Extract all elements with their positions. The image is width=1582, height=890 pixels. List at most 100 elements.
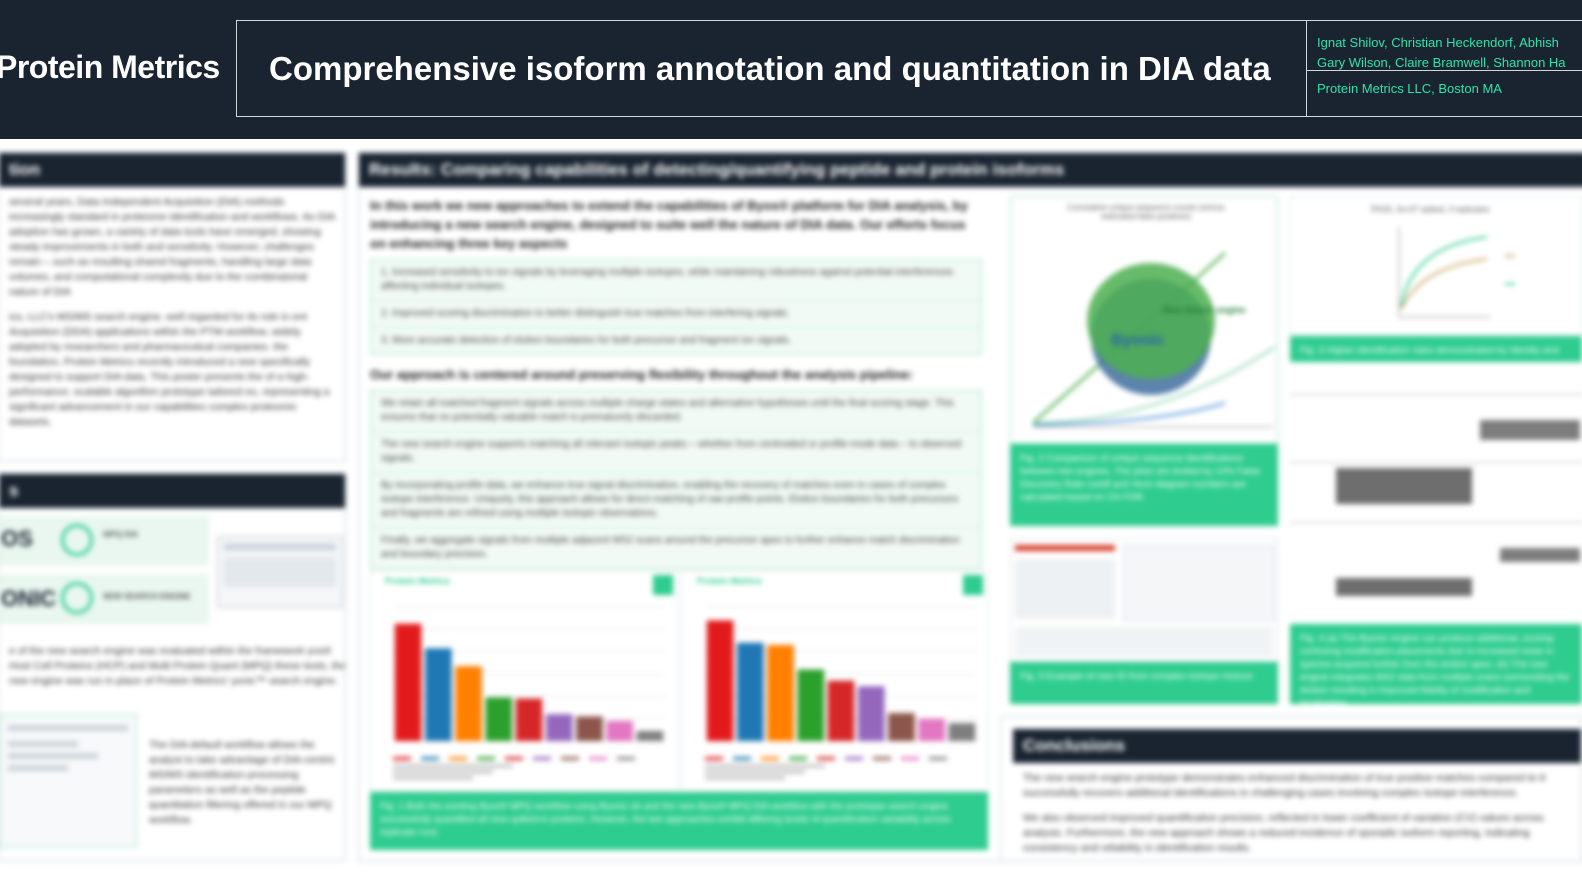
list-item: 1. Increased sensitivity to ion signals … — [371, 260, 981, 301]
conclusions-heading: Conclusions — [1013, 729, 1581, 763]
workflow-text: The DIA default workflow allows the anal… — [139, 730, 345, 846]
legend-swatch — [845, 757, 863, 760]
workflow-screenshot — [0, 714, 137, 848]
product-logo: ONIC — [1, 586, 56, 611]
approach-heading: Our approach is centered around preservi… — [370, 367, 914, 382]
product-row: ONIC NEW SEARCH ENGINE — [0, 574, 209, 624]
bar-P2 — [425, 648, 452, 741]
legend-swatch — [617, 757, 635, 760]
legend-swatch — [733, 757, 751, 760]
legend-text-line — [393, 777, 473, 779]
methods-heading: s — [0, 474, 345, 508]
figure-caption: Fig. 3 Higher identification rates demon… — [1290, 336, 1582, 362]
legend-swatch — [393, 757, 411, 760]
bar-P3 — [455, 666, 482, 741]
introduction-heading: tion — [0, 153, 345, 187]
results-heading-bold: Results: — [369, 160, 437, 179]
list-item: 3. More accurate detection of elution bo… — [381, 335, 792, 346]
product-badge: NEW SEARCH ENGINE — [103, 592, 191, 601]
legend-swatch — [533, 757, 551, 760]
list-item: By incorporating profile data, we enhanc… — [371, 473, 981, 528]
bar-P9 — [948, 723, 976, 741]
figure-caption: Fig. 2 Comparison of unique sequence ide… — [1010, 444, 1278, 526]
legend-swatch — [421, 757, 439, 760]
legend-swatch — [505, 757, 523, 760]
bar-P6 — [857, 686, 885, 741]
legend-swatch — [789, 757, 807, 760]
figure-title: PASS, 2e+07 spiked, 3 replicates — [1371, 205, 1490, 214]
panel-label — [963, 575, 983, 595]
results-heading-text: Comparing capabilities of detecting/quan… — [440, 160, 1065, 179]
bar-P6 — [545, 714, 573, 741]
chart-logo: Protein Metrics — [385, 576, 451, 586]
results-intro: In this work we new approaches to extend… — [370, 198, 968, 251]
legend-text-line — [705, 765, 825, 767]
introduction-text: several years, Data Independent Acquisit… — [0, 187, 345, 448]
bar-chart — [705, 606, 977, 779]
authors-line: Gary Wilson, Claire Bramwell, Shannon Ha — [1317, 55, 1566, 70]
authors-line: Ignat Shilov, Christian Heckendorf, Abhi… — [1317, 35, 1559, 50]
paragraph: ics, LLC's MS/MS search engine, well reg… — [9, 311, 330, 428]
legend-swatch — [477, 757, 495, 760]
bar-P2 — [737, 642, 764, 741]
bar-P7 — [888, 713, 915, 741]
bar-P7 — [576, 716, 603, 741]
figure-title: Cumulative unique sequence counts (versu… — [1067, 203, 1225, 221]
bar-P1 — [394, 623, 422, 741]
list-item: We retain all matched fragment signals a… — [371, 391, 981, 432]
paragraph: The new search engine prototype demonstr… — [1023, 772, 1546, 799]
approach-list: We retain all matched fragment signals a… — [370, 390, 982, 569]
conclusions-text: The new search engine prototype demonstr… — [1001, 763, 1581, 861]
bar-P1 — [706, 620, 734, 741]
venn-label: Byonic — [1111, 332, 1164, 349]
chart-logo: Protein Metrics — [697, 576, 763, 586]
authors-list: Ignat Shilov, Christian Heckendorf, Abhi… — [1307, 21, 1582, 71]
venn-label: New Search engine — [1163, 305, 1246, 315]
cumulative-plot: Byonic New Search engine — [1032, 252, 1276, 428]
product-badge: WPQ DIA — [103, 530, 139, 539]
modification-plots — [1290, 372, 1582, 618]
product-row: OS WPQ DIA — [0, 516, 209, 566]
bar-chart — [393, 606, 665, 779]
venn-figure: Cumulative unique sequence counts (versu… — [1010, 196, 1278, 444]
affiliation: Protein Metrics LLC, Boston MA — [1317, 81, 1502, 96]
bar-P3 — [767, 644, 794, 741]
methods-panel: s OS WPQ DIA ONIC NEW SEARCH ENGINE e of… — [0, 473, 346, 861]
figure-caption: Fig. 5 Example of new ID from complex is… — [1010, 662, 1278, 704]
bar-P8 — [918, 718, 945, 741]
list-item: Finally, we aggregate signals from multi… — [381, 535, 960, 560]
paragraph: We also observed improved quantification… — [1023, 812, 1544, 854]
engine-icon — [61, 582, 93, 614]
legend-swatch — [761, 757, 779, 760]
bar-P4 — [797, 669, 825, 741]
introduction-panel: tion several years, Data Independent Acq… — [0, 152, 346, 462]
software-screenshot — [217, 536, 343, 608]
title-box: Comprehensive isoform annotation and qua… — [236, 20, 1307, 117]
legend-text-line — [393, 771, 493, 773]
list-item: 2. Improved scoring discrimination to be… — [371, 301, 981, 328]
results-heading: Results: Comparing capabilities of detec… — [359, 153, 1582, 187]
bar-chart-card: Protein Metrics — [370, 570, 678, 792]
bar-chart-card: Protein Metrics — [682, 570, 988, 792]
identification-plot: PASS, 2e+07 spiked, 3 replicates — [1290, 196, 1582, 336]
legend-swatch — [873, 757, 891, 760]
poster-title: Comprehensive isoform annotation and qua… — [269, 49, 1271, 87]
methods-text: e of the new search engine was evaluated… — [0, 636, 345, 707]
spectrum-screenshot — [1010, 538, 1278, 662]
legend-text-line — [393, 765, 513, 767]
legend-swatch — [817, 757, 835, 760]
bar-P8 — [606, 720, 633, 741]
product-logo: OS — [1, 526, 33, 551]
byos-icon — [61, 524, 93, 556]
bar-P9 — [636, 730, 664, 741]
panel-label — [653, 575, 673, 595]
legend-swatch — [449, 757, 467, 760]
figure-caption: Fig. 1 Both the existing Byos® MPQ workf… — [370, 792, 988, 850]
rate-curves — [1398, 227, 1515, 318]
results-text-column: In this work we new approaches to extend… — [360, 188, 992, 569]
legend-swatch — [589, 757, 607, 760]
bar-P4 — [485, 697, 513, 741]
bar-P5 — [515, 698, 543, 741]
legend-text-line — [705, 777, 785, 779]
legend-text-line — [705, 771, 805, 773]
